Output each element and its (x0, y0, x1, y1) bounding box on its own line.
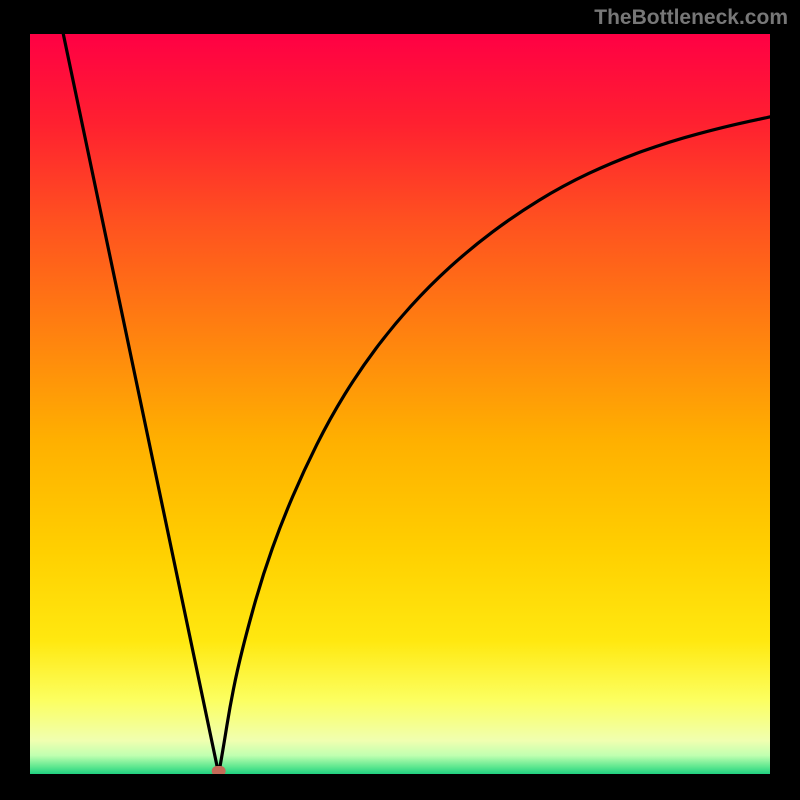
watermark-label: TheBottleneck.com (594, 6, 788, 30)
chart-container: TheBottleneck.com (0, 0, 800, 800)
minimum-marker (212, 766, 226, 774)
plot-area (30, 34, 770, 774)
